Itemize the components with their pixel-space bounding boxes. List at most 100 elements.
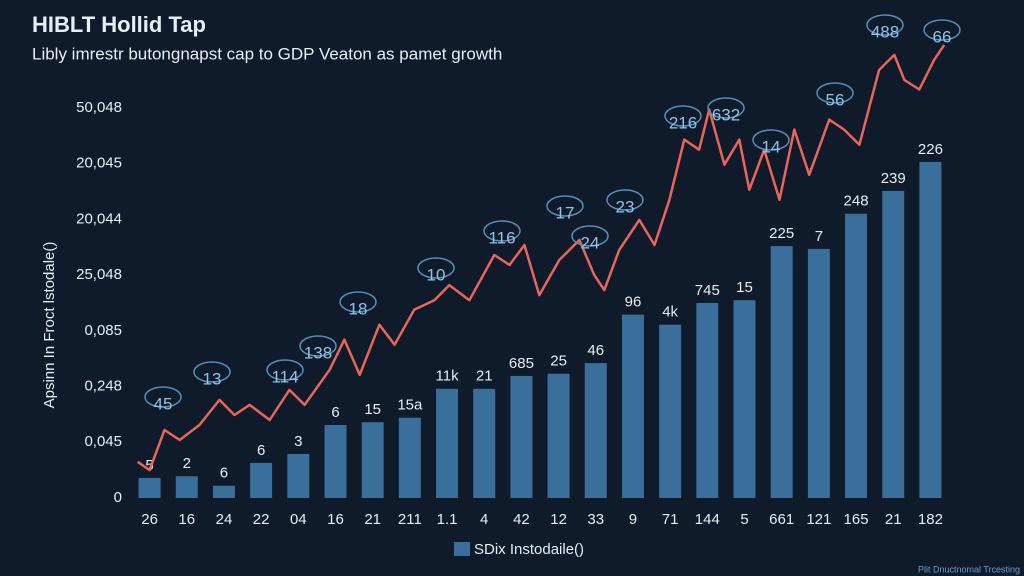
- annotation-ring: [417, 257, 455, 279]
- x-tick-label: 22: [253, 511, 270, 528]
- line-label: 488: [871, 22, 899, 41]
- annotation-ring: [546, 195, 584, 217]
- bar-label: 96: [625, 294, 642, 311]
- line-label: 24: [581, 233, 600, 252]
- chart-title: HIBLT Hollid Tap: [32, 12, 206, 37]
- line-label: 13: [203, 369, 222, 388]
- x-tick-label: 16: [178, 511, 195, 528]
- bar: [138, 477, 161, 498]
- y-tick-label: 0,085: [84, 322, 122, 339]
- bar: [621, 314, 644, 498]
- bar: [324, 424, 347, 498]
- annotation-ring: [483, 220, 521, 242]
- y-axis-label: Apsinn In Froct lstodale(): [41, 242, 58, 409]
- x-tick-label: 21: [885, 511, 902, 528]
- annotation-ring: [866, 14, 904, 36]
- bar-label: 5: [145, 457, 153, 474]
- bar: [919, 161, 942, 498]
- bar: [212, 485, 235, 498]
- y-tick-label: 20,045: [76, 155, 122, 172]
- x-tick-label: 165: [844, 511, 869, 528]
- bar: [287, 453, 310, 498]
- line-label: 114: [271, 367, 298, 386]
- x-tick-label: 9: [629, 511, 637, 528]
- bar-label: 4k: [662, 304, 678, 321]
- line: [136, 44, 946, 472]
- y-tick-label: 20,044: [76, 210, 122, 227]
- bar: [882, 190, 905, 499]
- annotation-ring: [752, 129, 790, 151]
- x-tick-label: 121: [806, 511, 831, 528]
- line-label: 14: [762, 137, 781, 156]
- bar-label: 6: [220, 465, 228, 482]
- x-tick-label: 661: [769, 511, 794, 528]
- bar: [845, 213, 868, 498]
- line-label: 56: [826, 90, 845, 109]
- bar: [733, 300, 756, 498]
- bar-label: 25: [550, 353, 567, 370]
- annotation-ring: [664, 105, 702, 127]
- bar: [807, 248, 830, 498]
- line-label: 66: [933, 27, 952, 46]
- bar: [510, 375, 533, 498]
- y-tick-label: 25,048: [76, 266, 122, 283]
- line-label: 23: [616, 197, 635, 216]
- y-tick-label: 50,048: [76, 99, 122, 116]
- bar-label: 745: [695, 282, 720, 299]
- x-tick-label: 24: [216, 511, 233, 528]
- annotation-ring: [299, 335, 337, 357]
- annotation-ring: [816, 82, 854, 104]
- bar: [175, 476, 198, 498]
- x-tick-label: 4: [480, 511, 488, 528]
- bar: [398, 417, 421, 498]
- annotation-ring: [606, 189, 644, 211]
- annotation-ring: [707, 97, 745, 119]
- annotation-ring: [339, 291, 377, 313]
- annotation-ring: [571, 225, 609, 247]
- x-tick-label: 71: [662, 511, 679, 528]
- bar-label: 6: [331, 404, 339, 421]
- annotation-ring: [923, 19, 961, 41]
- x-tick-label: 16: [327, 511, 344, 528]
- bar: [250, 462, 273, 498]
- footnote: Plit Dnuctnomal Trcesting: [918, 564, 1020, 574]
- bar-label: 226: [918, 141, 943, 158]
- x-tick-label: 42: [513, 511, 530, 528]
- line-label: 216: [669, 113, 697, 132]
- annotation-ring: [193, 361, 231, 383]
- bar: [361, 422, 384, 498]
- x-tick-label: 1.1: [437, 511, 458, 528]
- bar: [473, 388, 496, 498]
- y-tick-label: 0: [114, 489, 122, 506]
- x-tick-label: 26: [141, 511, 158, 528]
- chart-subtitle: Libly imrestr butongnapst cap to GDP Vea…: [32, 44, 502, 63]
- bar-label: 7: [815, 228, 823, 245]
- line-label: 138: [304, 343, 332, 362]
- bar: [770, 246, 793, 498]
- bar-label: 15: [364, 401, 381, 418]
- x-tick-label: 33: [587, 511, 604, 528]
- bar-label: 3: [294, 433, 302, 450]
- annotation-ring: [144, 386, 182, 408]
- annotation-ring: [266, 359, 304, 381]
- bar: [436, 388, 459, 498]
- bar: [547, 373, 570, 498]
- y-tick-label: 0,248: [84, 378, 122, 395]
- x-tick-label: 04: [290, 511, 307, 528]
- x-tick-label: 12: [550, 511, 567, 528]
- bar-label: 685: [509, 355, 534, 372]
- bar-label: 21: [476, 368, 493, 385]
- line-label: 18: [349, 299, 368, 318]
- bar-label: 2: [183, 455, 191, 472]
- bar-label: 248: [844, 193, 869, 210]
- line-label: 45: [154, 394, 173, 413]
- line-label: 632: [712, 105, 740, 124]
- bar-label: 15: [736, 279, 753, 296]
- bar-label: 225: [769, 225, 794, 242]
- line-label: 10: [427, 265, 446, 284]
- bar: [584, 363, 607, 498]
- x-tick-label: 21: [364, 511, 381, 528]
- y-tick-label: 0,045: [84, 433, 122, 450]
- x-tick-label: 211: [398, 511, 422, 528]
